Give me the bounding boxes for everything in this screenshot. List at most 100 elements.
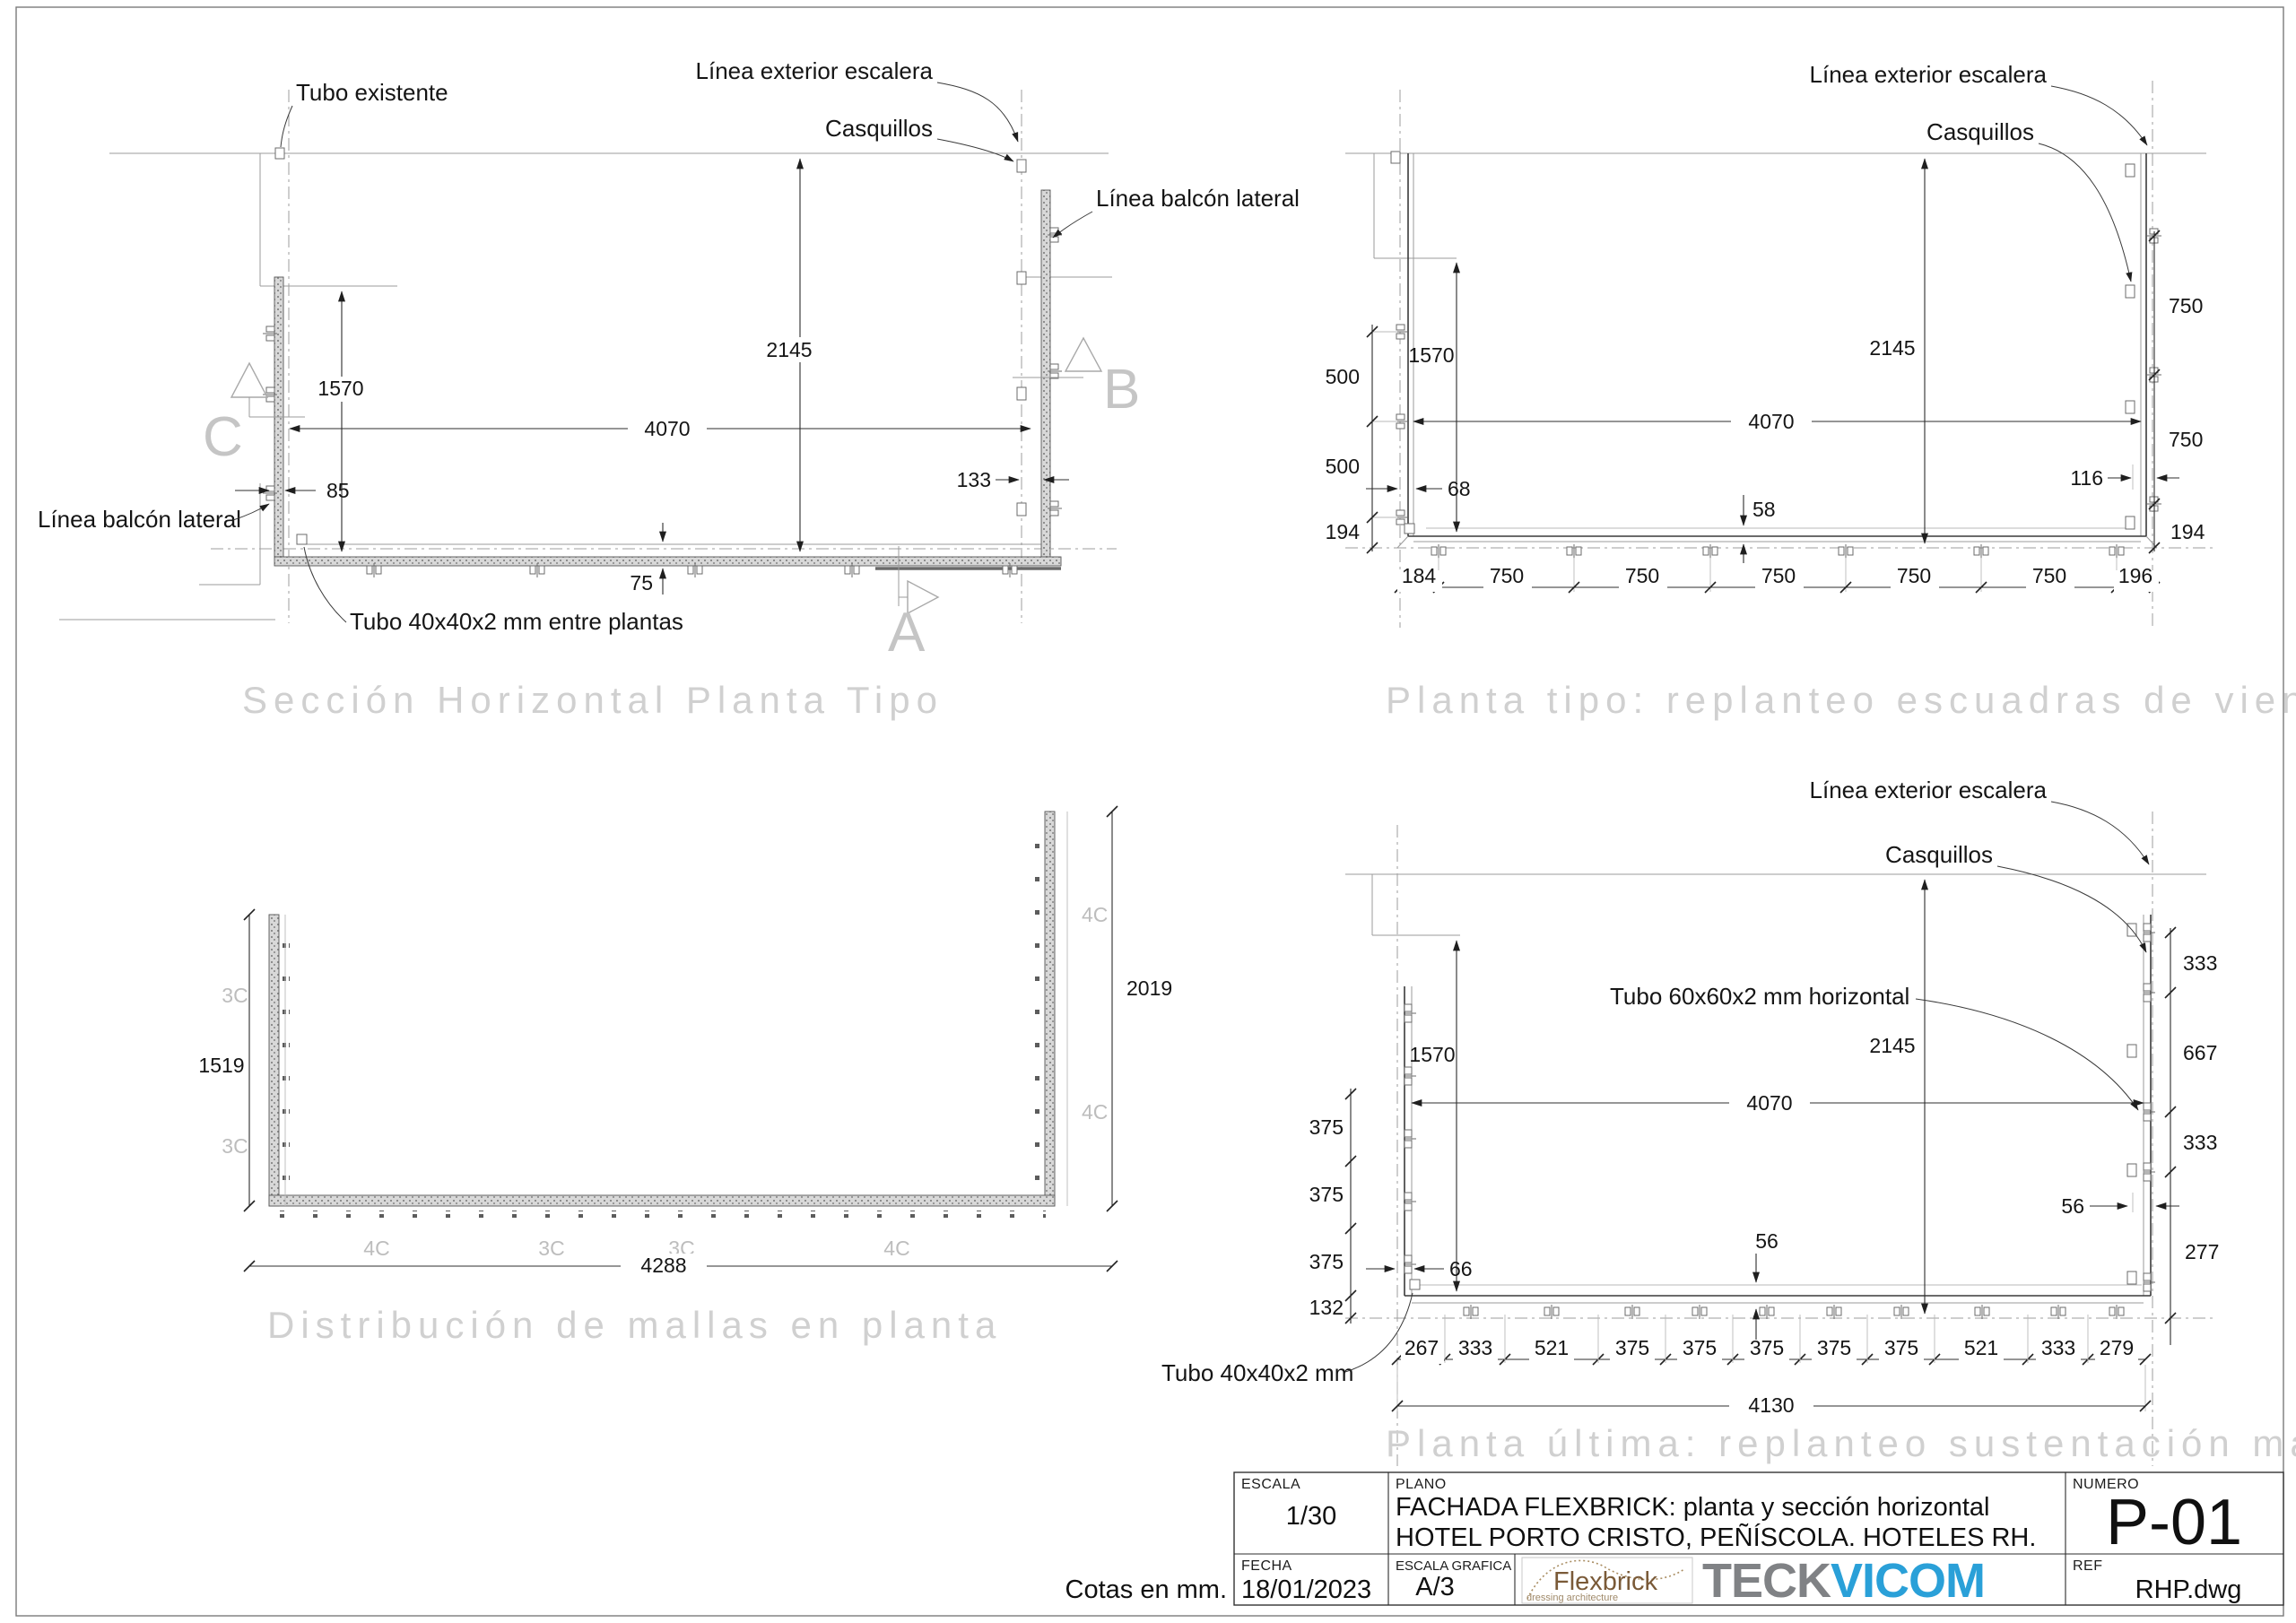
numero-value: P-01 <box>2106 1487 2242 1558</box>
chain-right-0: 750 <box>2169 294 2203 317</box>
chain-left-1: 500 <box>1326 455 1360 478</box>
label-linea-balcon-left: Línea balcón lateral <box>38 506 241 533</box>
dim-4070: 4070 <box>1746 1091 1792 1115</box>
seg-left-1: 3C <box>222 1134 248 1158</box>
casquillo-fittings <box>274 147 1027 545</box>
chain-left-2: 194 <box>1326 520 1361 543</box>
chain-right-1: 667 <box>2183 1041 2217 1064</box>
mesh-marks <box>278 818 1046 1218</box>
label-tubo-60: Tubo 60x60x2 mm horizontal <box>1610 983 1909 1010</box>
chain-bottom-7: 375 <box>1884 1336 1918 1359</box>
section-marker-c: C <box>203 406 243 468</box>
dim-4130: 4130 <box>1748 1393 1794 1417</box>
dim-4288: 4288 <box>640 1254 686 1277</box>
seg-right-0: 4C <box>1082 903 1108 926</box>
title-block: ESCALA 1/30 PLANO FACHADA FLEXBRICK: pla… <box>1233 1471 2284 1608</box>
building-lines <box>1345 812 2215 1466</box>
dim-1570: 1570 <box>1409 1043 1455 1066</box>
section-marker-b: B <box>1103 359 1140 421</box>
dim-85: 85 <box>326 479 350 502</box>
dim-56-right: 56 <box>2061 1194 2084 1218</box>
plano-label: PLANO <box>1396 1477 1447 1492</box>
chain-bottom-5: 750 <box>2032 564 2066 587</box>
panel-title-planta-tipo: Planta tipo: replanteo escuadras de vien… <box>1386 679 2296 721</box>
seg-left-0: 3C <box>222 984 248 1007</box>
chain-left-0: 375 <box>1309 1115 1344 1139</box>
chain-bottom-0: 267 <box>1405 1336 1439 1359</box>
chain-bottom-10: 279 <box>2100 1336 2134 1359</box>
label-casquillos: Casquillos <box>1885 841 1993 868</box>
panel-title-planta-ultima: Planta última: replanteo sustentación ma… <box>1386 1422 2296 1464</box>
ref-label: REF <box>2073 1558 2103 1574</box>
bottom-chain-dim: 267 333 521 375 375 375 375 375 521 333 … <box>1391 1315 2152 1366</box>
escala-grafica-label: ESCALA GRAFICA <box>1396 1558 1511 1574</box>
plano-line2: HOTEL PORTO CRISTO, PEÑÍSCOLA. HOTELES R… <box>1396 1522 2036 1552</box>
teckvicom-logo: TECKVICOM <box>1702 1554 1985 1608</box>
dim-116: 116 <box>2070 466 2103 490</box>
numero-label: NUMERO <box>2073 1477 2139 1492</box>
flexbrick-tagline: dressing architecture <box>1526 1593 1618 1603</box>
dim-1570: 1570 <box>1408 343 1454 367</box>
chain-bottom-2: 521 <box>1535 1336 1569 1359</box>
leader-labels: Tubo existente Línea exterior escalera C… <box>38 57 1300 635</box>
fecha-value: 18/01/2023 <box>1241 1575 1371 1604</box>
walls <box>274 189 1062 570</box>
chain-bottom-1: 750 <box>1490 564 1524 587</box>
sheet-border <box>15 6 2284 1617</box>
chain-right-1: 750 <box>2169 428 2203 451</box>
seg-bottom-3: 4C <box>883 1237 909 1260</box>
fecha-label: FECHA <box>1241 1558 1292 1574</box>
dim-2019: 2019 <box>1126 976 1172 1000</box>
left-chain-dim: 500 500 194 <box>1326 325 1397 554</box>
chain-bottom-4: 375 <box>1683 1336 1717 1359</box>
seg-bottom-1: 3C <box>538 1237 564 1260</box>
chain-bottom-1: 333 <box>1458 1336 1492 1359</box>
right-chain-dim: 750 750 194 <box>2148 230 2205 554</box>
panel-title-seccion: Sección Horizontal Planta Tipo <box>242 679 944 721</box>
dim-58: 58 <box>1752 498 1776 521</box>
chain-bottom-6: 196 <box>2118 564 2152 587</box>
panel-seccion-horizontal: 1570 2145 4070 85 133 75 Tubo existente … <box>38 57 1300 721</box>
dimensions: 1570 2145 4070 68 116 58 <box>1366 158 2179 563</box>
dim-4070: 4070 <box>644 417 690 440</box>
dim-2145: 2145 <box>766 338 812 361</box>
dimensions: 1570 2145 4070 66 56 56 4130 <box>1366 879 2179 1417</box>
plano-line1: FACHADA FLEXBRICK: planta y sección hori… <box>1396 1493 1989 1522</box>
dim-66: 66 <box>1449 1257 1473 1280</box>
dim-75: 75 <box>630 571 653 595</box>
chain-bottom-0: 184 <box>1402 564 1437 587</box>
section-marker-a: A <box>888 602 926 664</box>
dim-133: 133 <box>957 468 991 491</box>
chain-bottom-8: 521 <box>1964 1336 1998 1359</box>
label-linea-balcon-right: Línea balcón lateral <box>1096 185 1300 212</box>
building-lines <box>1345 81 2215 628</box>
dim-56-center: 56 <box>1755 1229 1779 1253</box>
escala-value: 1/30 <box>1286 1502 1336 1531</box>
dim-1519: 1519 <box>198 1054 244 1077</box>
chain-bottom-2: 750 <box>1625 564 1659 587</box>
label-linea-exterior-escalera: Línea exterior escalera <box>1810 61 2048 88</box>
right-chain-dim: 333 667 333 277 <box>2164 926 2219 1345</box>
leader-labels: Línea exterior escalera Casquillos Tubo … <box>1161 777 2150 1386</box>
label-linea-exterior-escalera: Línea exterior escalera <box>696 57 934 84</box>
panel-planta-tipo: 500 500 194 750 750 194 184 750 750 750 … <box>1326 61 2296 721</box>
chain-left-2: 375 <box>1309 1250 1344 1273</box>
label-casquillos: Casquillos <box>825 115 933 142</box>
dim-4070: 4070 <box>1748 410 1794 433</box>
flexbrick-logo: Flexbrick dressing architecture <box>1521 1557 1693 1604</box>
clamp-fittings <box>1463 1304 2125 1320</box>
chain-bottom-3: 375 <box>1615 1336 1649 1359</box>
panel-title-mallas: Distribución de mallas en planta <box>267 1304 1002 1346</box>
bottom-chain-dim: 184 750 750 750 750 750 196 <box>1394 564 2161 594</box>
panel-mallas: 1519 3C 3C 2019 4C 4C 4C 3C 3C 4C 4288 D… <box>198 805 1172 1346</box>
escala-grafica-value: A/3 <box>1415 1573 1455 1601</box>
right-dim: 2019 4C 4C <box>1066 805 1172 1212</box>
casquillo-fittings <box>1390 151 2135 534</box>
dim-2145: 2145 <box>1869 336 1915 360</box>
label-casquillos: Casquillos <box>1926 118 2034 145</box>
walls <box>268 811 1056 1207</box>
chain-bottom-4: 750 <box>1897 564 1931 587</box>
building-lines <box>59 90 1117 623</box>
dim-68: 68 <box>1448 477 1471 500</box>
